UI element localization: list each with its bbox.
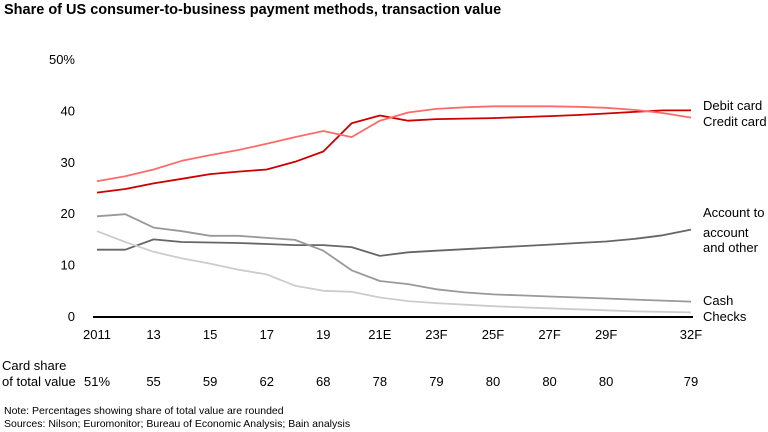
chart-title: Share of US consumer-to-business payment… (4, 2, 502, 18)
x-tick-label: 17 (259, 327, 273, 342)
series-label: Checks (703, 309, 747, 324)
card-share-value: 78 (373, 374, 387, 389)
card-share-value: 79 (429, 374, 443, 389)
x-tick-label: 23F (425, 327, 447, 342)
x-tick-label: 2011 (83, 327, 111, 342)
y-tick-label: 20 (61, 206, 75, 221)
x-tick-label: 25F (482, 327, 504, 342)
x-tick-label: 21E (368, 327, 391, 342)
card-share-label: Card share (2, 358, 66, 373)
footnote-sources: Sources: Nilson; Euromonitor; Bureau of … (4, 418, 351, 430)
card-share-value: 59 (203, 374, 217, 389)
series-label: Credit card (703, 114, 767, 129)
x-tick-label: 19 (316, 327, 330, 342)
card-share-value: 55 (146, 374, 160, 389)
series-line (96, 109, 691, 194)
card-share-value: 79 (684, 374, 698, 389)
y-tick-label: 30 (61, 155, 75, 170)
card-share-value: 80 (486, 374, 500, 389)
series-line (96, 213, 692, 303)
y-tick-label: 50% (49, 52, 75, 67)
x-tick-label: 32F (680, 327, 702, 342)
series-line (97, 228, 692, 257)
series-label: and other (703, 240, 759, 255)
series-label: Cash (703, 293, 733, 308)
x-tick-label: 13 (146, 327, 160, 342)
x-tick-label: 27F (538, 327, 560, 342)
x-tick-label: 29F (595, 327, 617, 342)
card-share-label: of total value (2, 374, 76, 389)
footnote-note: Note: Percentages showing share of total… (4, 405, 284, 417)
x-tick-label: 15 (203, 327, 217, 342)
card-share-value: 51% (84, 374, 110, 389)
series-line (96, 230, 692, 314)
card-share-value: 62 (259, 374, 273, 389)
series-label: Account to (703, 205, 764, 220)
series-label: account (703, 225, 749, 240)
y-tick-label: 40 (61, 103, 75, 118)
y-tick-label: 10 (61, 258, 75, 273)
card-share-value: 80 (599, 374, 613, 389)
series-label: Debit card (703, 98, 762, 113)
card-share-value: 68 (316, 374, 330, 389)
card-share-value: 80 (542, 374, 556, 389)
series-line (96, 105, 692, 183)
y-tick-label: 0 (68, 309, 75, 324)
